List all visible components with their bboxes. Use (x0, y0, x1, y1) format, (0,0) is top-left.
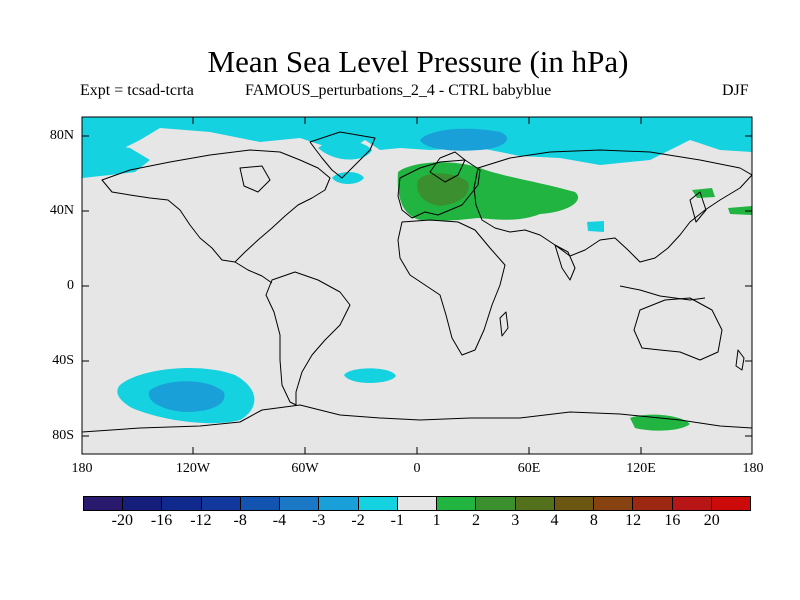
lat-label-40s: 40S (52, 353, 74, 368)
coast-antarctica (82, 404, 752, 433)
colorbar-swatch (476, 497, 516, 510)
colorbar-swatch (358, 497, 398, 510)
colorbar-swatch (397, 497, 438, 510)
colorbar-swatch (319, 497, 359, 510)
colorbar-label: 1 (432, 512, 441, 529)
region-europe-core (417, 173, 469, 206)
lon-label-120e: 120E (626, 461, 656, 476)
coast-new-zealand (735, 349, 745, 371)
coast-asia (473, 149, 752, 263)
colorbar-label: 8 (589, 512, 598, 529)
colorbar-label: 2 (471, 512, 480, 529)
region-north-pacific-edge (728, 206, 752, 215)
lon-label-180w: 180 (71, 461, 93, 476)
season-label: DJF (722, 82, 749, 99)
coastlines (82, 131, 752, 433)
coast-europe (397, 159, 481, 219)
colorbar-label: 16 (664, 512, 681, 529)
coast-hudson-bay (239, 165, 271, 193)
colorbar-swatch (240, 497, 281, 510)
colorbar (83, 496, 751, 511)
region-south-atlantic (344, 368, 396, 383)
region-antarctic-positive (630, 414, 690, 431)
axis-ticks (82, 117, 752, 454)
colorbar-label: -20 (111, 512, 133, 529)
lat-label-40n: 40N (49, 203, 74, 218)
colorbar-swatch (201, 497, 241, 510)
coast-south-america (265, 271, 351, 406)
lon-label-60e: 60E (517, 461, 541, 476)
region-barents-core (420, 128, 508, 151)
region-south-pacific-core (148, 381, 225, 412)
lat-label-80n: 80N (49, 128, 74, 143)
region-west-pacific (692, 188, 715, 198)
colorbar-swatch (515, 497, 555, 510)
region-left-cyan-edge (82, 140, 150, 178)
colorbar-swatch (84, 497, 124, 510)
colorbar-label: -16 (150, 512, 173, 529)
coast-africa (397, 219, 506, 356)
colorbar-label: -3 (312, 512, 326, 529)
coast-scandinavia (429, 151, 466, 183)
lat-label-0: 0 (67, 278, 74, 293)
region-tibet (587, 221, 604, 232)
coast-greenland (309, 131, 376, 179)
colorbar-swatch (594, 497, 634, 510)
colorbar-swatch (123, 497, 163, 510)
coast-north-america (101, 149, 331, 263)
comparison-label: FAMOUS_perturbations_2_4 - CTRL babyblue (245, 82, 552, 99)
colorbar-swatch (633, 497, 673, 510)
colorbar-label: -12 (190, 512, 212, 529)
region-labrador-sea (332, 172, 364, 184)
region-arctic-ocean (82, 117, 752, 170)
colorbar-label: -1 (390, 512, 404, 529)
colorbar-label: 3 (511, 512, 520, 529)
colorbar-swatch (672, 497, 712, 510)
colorbar-label: -8 (233, 512, 247, 529)
lon-label-60w: 60W (291, 461, 319, 476)
lat-label-80s: 80S (52, 428, 74, 443)
colorbar-label: -2 (351, 512, 365, 529)
coast-india (554, 244, 576, 281)
colorbar-label: 12 (625, 512, 642, 529)
colorbar-label: -4 (272, 512, 287, 529)
coast-japan (689, 191, 707, 223)
colorbar-swatch (554, 497, 595, 510)
coast-australia (633, 297, 723, 361)
anomaly-shading (82, 117, 752, 431)
region-greenland-sea (318, 140, 372, 160)
lon-label-0: 0 (413, 461, 421, 476)
colorbar-swatch (280, 497, 320, 510)
map-title: Mean Sea Level Pressure (in hPa) (207, 44, 629, 79)
experiment-label: Expt = tcsad-tcrta (80, 82, 194, 99)
colorbar-label: 20 (703, 512, 720, 529)
lon-label-180e: 180 (742, 461, 764, 476)
colorbar-swatch (162, 497, 202, 510)
coast-indonesia (619, 285, 706, 301)
colorbar-swatch (437, 497, 477, 510)
colorbar-swatch (711, 497, 750, 510)
coast-madagascar (499, 311, 509, 337)
lon-label-120w: 120W (175, 461, 211, 476)
coast-central-america (234, 261, 273, 284)
colorbar-label: 4 (550, 512, 559, 529)
